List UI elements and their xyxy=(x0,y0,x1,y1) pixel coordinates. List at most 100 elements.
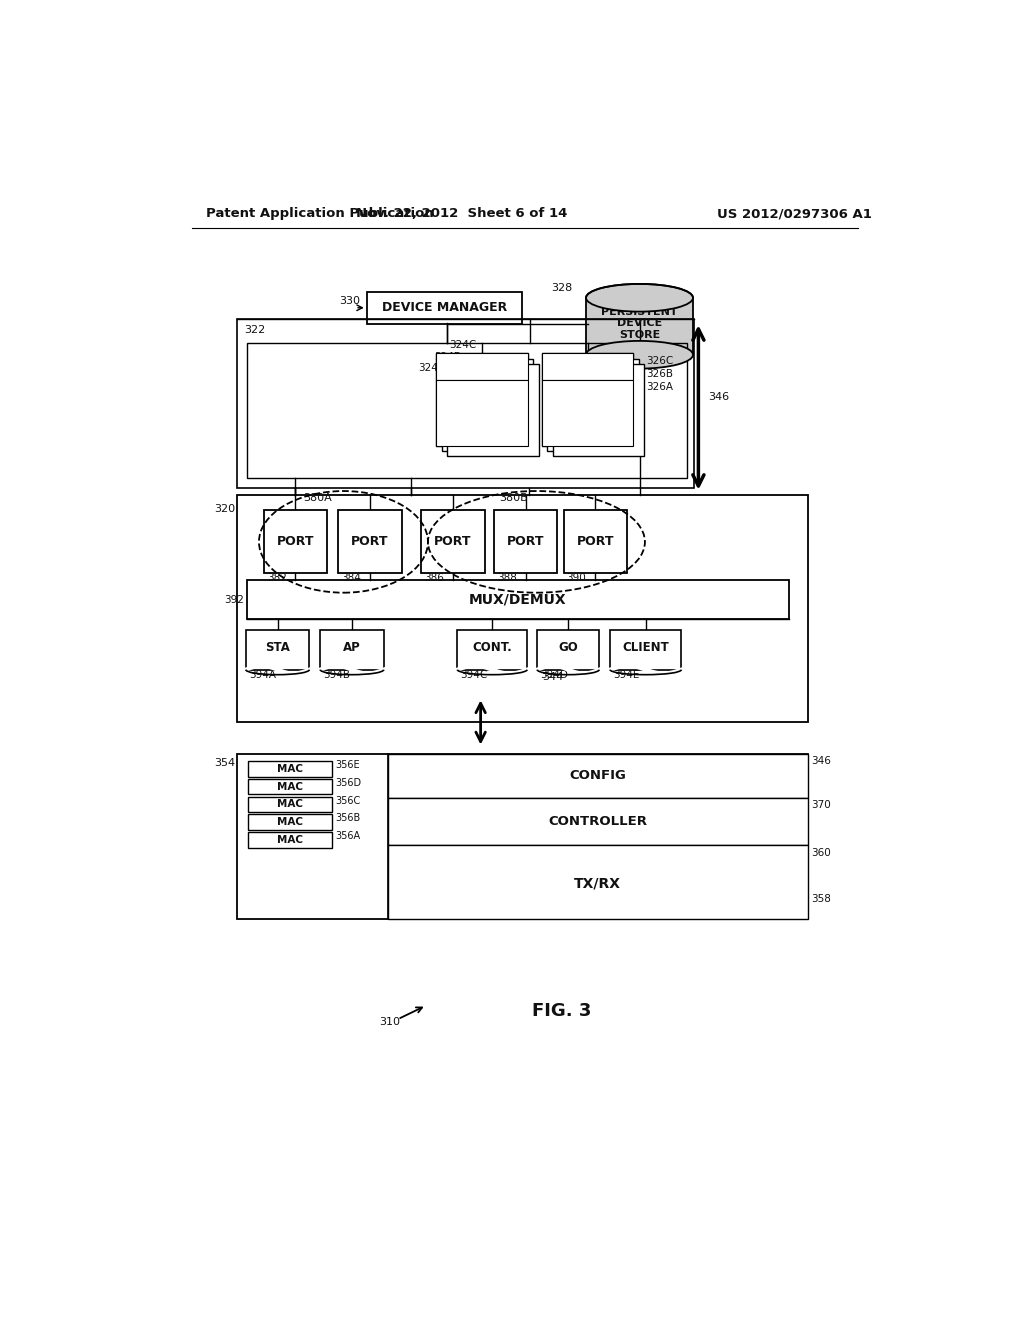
Text: CONT.: CONT. xyxy=(472,640,512,653)
Text: 324C: 324C xyxy=(450,339,477,350)
Bar xyxy=(436,354,528,446)
Text: 346: 346 xyxy=(812,755,831,766)
Text: MAC: MAC xyxy=(276,764,303,774)
Text: 324A: 324A xyxy=(419,363,445,372)
Text: 394C: 394C xyxy=(461,671,487,680)
Bar xyxy=(538,630,599,669)
Bar xyxy=(542,380,633,446)
Text: 380B: 380B xyxy=(499,492,527,503)
Text: GO: GO xyxy=(558,640,579,653)
Text: US 2012/0297306 A1: US 2012/0297306 A1 xyxy=(717,207,871,220)
Text: PORT: PORT xyxy=(351,536,388,548)
Bar xyxy=(237,495,808,722)
Ellipse shape xyxy=(586,341,693,368)
Bar xyxy=(246,630,309,669)
Text: MAC: MAC xyxy=(276,817,303,828)
Text: SESSION
STATE: SESSION STATE xyxy=(456,404,509,425)
Text: 320: 320 xyxy=(214,504,234,513)
Bar xyxy=(247,581,790,619)
Text: TOKENS: TOKENS xyxy=(562,362,612,371)
Text: TX/RX: TX/RX xyxy=(574,876,622,891)
Bar xyxy=(248,762,332,776)
Text: Nov. 22, 2012  Sheet 6 of 14: Nov. 22, 2012 Sheet 6 of 14 xyxy=(355,207,567,220)
Text: 330: 330 xyxy=(340,296,360,306)
Bar xyxy=(367,292,521,323)
Text: 326A: 326A xyxy=(646,381,673,392)
Bar xyxy=(547,359,639,451)
Bar xyxy=(542,354,633,446)
Text: CONTROLLER: CONTROLLER xyxy=(548,814,647,828)
Text: FIG. 3: FIG. 3 xyxy=(532,1002,592,1020)
Text: CONFIG: CONFIG xyxy=(569,768,626,781)
Bar xyxy=(248,797,332,812)
Bar xyxy=(338,511,401,573)
Bar xyxy=(458,630,527,669)
Text: 394D: 394D xyxy=(541,671,568,680)
Bar xyxy=(442,359,534,451)
Ellipse shape xyxy=(586,284,693,312)
Text: CLIENT: CLIENT xyxy=(623,640,669,653)
Text: 358: 358 xyxy=(812,894,831,904)
Bar xyxy=(248,814,332,830)
Bar xyxy=(421,511,484,573)
Bar xyxy=(436,354,528,380)
Text: TOKENS: TOKENS xyxy=(457,362,508,371)
Bar xyxy=(586,298,693,355)
Text: 324B: 324B xyxy=(434,352,461,362)
Text: 370: 370 xyxy=(812,800,831,810)
Text: 388: 388 xyxy=(497,573,517,583)
Text: 356D: 356D xyxy=(336,777,361,788)
Text: MUX/DEMUX: MUX/DEMUX xyxy=(469,593,566,607)
Bar xyxy=(494,511,557,573)
Bar xyxy=(436,380,528,446)
Text: 394E: 394E xyxy=(613,671,640,680)
Text: PORT: PORT xyxy=(276,536,314,548)
Text: 356C: 356C xyxy=(336,796,360,805)
Text: 326C: 326C xyxy=(646,356,673,366)
Bar xyxy=(388,754,808,797)
Bar xyxy=(388,845,808,919)
Text: AP: AP xyxy=(343,640,360,653)
Text: 346: 346 xyxy=(709,392,729,403)
Text: 354: 354 xyxy=(214,758,234,768)
Text: PORT: PORT xyxy=(434,536,471,548)
Text: 394A: 394A xyxy=(249,671,275,680)
Text: 386: 386 xyxy=(424,573,444,583)
Text: MAC: MAC xyxy=(276,834,303,845)
Text: 344: 344 xyxy=(543,672,564,681)
Text: 380A: 380A xyxy=(303,492,332,503)
Text: 322: 322 xyxy=(245,325,265,335)
Text: DEVICE MANAGER: DEVICE MANAGER xyxy=(382,301,507,314)
Text: 328: 328 xyxy=(551,282,572,293)
Bar xyxy=(263,511,328,573)
Bar xyxy=(610,630,681,669)
Text: STA: STA xyxy=(265,640,290,653)
Bar xyxy=(248,779,332,795)
Text: 392: 392 xyxy=(224,594,245,605)
Text: MAC: MAC xyxy=(276,781,303,792)
Bar xyxy=(447,364,539,457)
Bar xyxy=(542,354,633,380)
Text: SESSION
STATE: SESSION STATE xyxy=(561,404,614,425)
Text: 356E: 356E xyxy=(336,760,360,770)
Text: MAC: MAC xyxy=(276,800,303,809)
Text: PORT: PORT xyxy=(577,536,614,548)
Text: 382: 382 xyxy=(266,573,287,583)
Text: 360: 360 xyxy=(812,847,831,858)
Text: PERSISTENT
DEVICE
STORE: PERSISTENT DEVICE STORE xyxy=(601,306,678,339)
Bar xyxy=(248,832,332,847)
Text: Patent Application Publication: Patent Application Publication xyxy=(206,207,433,220)
Text: 356A: 356A xyxy=(336,832,360,841)
Text: PORT: PORT xyxy=(507,536,545,548)
Bar xyxy=(321,630,384,669)
Bar xyxy=(388,797,808,845)
Text: 384: 384 xyxy=(341,573,361,583)
Text: 394B: 394B xyxy=(324,671,350,680)
Bar xyxy=(237,754,808,919)
Bar xyxy=(237,318,693,488)
Bar xyxy=(553,364,644,457)
Text: 310: 310 xyxy=(380,1018,400,1027)
Text: 356B: 356B xyxy=(336,813,360,824)
Text: 326B: 326B xyxy=(646,370,673,379)
Bar xyxy=(247,343,687,478)
